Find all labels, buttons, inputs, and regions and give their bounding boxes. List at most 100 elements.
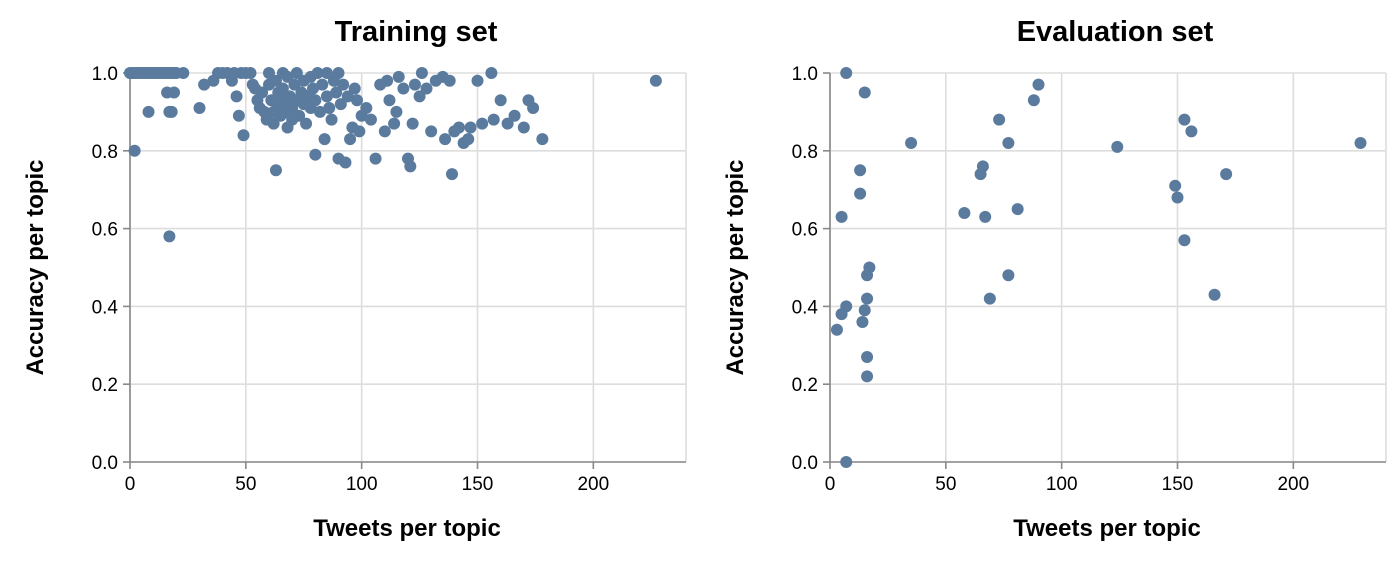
data-point [863,261,876,274]
y-tick-label: 1.0 [792,64,818,85]
data-point [462,133,475,146]
data-point [232,109,245,122]
data-point [508,109,521,122]
data-point [344,133,357,146]
y-axis-title: Accuracy per topic [722,159,749,375]
y-tick-label: 0.0 [92,453,118,474]
data-point [840,67,853,79]
data-point [840,300,853,313]
data-point [1171,191,1184,204]
data-point [958,207,971,220]
data-point [311,67,324,79]
data-point [856,315,869,328]
x-tick-label: 100 [1046,474,1078,495]
data-point [1032,78,1045,91]
x-tick-label: 50 [235,474,256,495]
data-point [413,90,426,103]
data-point [165,105,178,118]
data-point [244,67,257,79]
data-point [293,109,306,122]
data-point [983,292,996,305]
data-point [309,148,322,161]
data-point [300,117,313,130]
data-point [276,82,289,95]
y-tick-label: 0.4 [92,297,119,318]
data-point [360,102,373,115]
data-point [341,90,354,103]
data-point [861,370,874,383]
data-point [381,74,394,87]
y-tick-label: 0.8 [92,142,118,163]
data-point [348,82,361,95]
data-point [339,156,352,169]
data-point [854,164,867,177]
data-point [269,74,282,87]
data-point [476,117,489,130]
data-point [976,160,989,173]
data-point [316,78,329,91]
data-point [858,304,871,317]
data-point [835,210,848,223]
data-point [269,164,282,177]
data-point [369,152,382,165]
data-point [527,102,540,115]
data-point [325,113,338,126]
y-axis-title: Accuracy per topic [22,159,49,375]
data-point [1002,137,1015,150]
data-point [142,105,155,118]
y-tick-label: 0.2 [792,375,818,396]
y-tick-label: 1.0 [92,64,118,85]
chart-title: Evaluation set [1017,16,1214,48]
data-point [318,133,331,146]
data-point [858,86,871,99]
data-point [1011,203,1024,216]
data-point [905,137,918,150]
data-point [309,94,322,107]
data-point [288,78,301,91]
data-point [464,121,477,134]
data-point [334,98,347,111]
x-axis-title: Tweets per topic [1013,515,1201,542]
data-point [517,121,530,134]
data-point [1208,288,1221,301]
data-point [332,67,345,79]
data-point [420,82,433,95]
x-tick-label: 150 [462,474,494,495]
data-point [1178,113,1191,126]
data-point [313,105,326,118]
data-point [390,105,403,118]
data-point [1002,269,1015,282]
data-point [1354,137,1367,150]
data-point [830,323,843,336]
data-point [323,102,336,115]
data-point [267,117,280,130]
x-tick-label: 200 [1277,474,1309,495]
data-point [861,292,874,305]
data-point [351,94,364,107]
data-point [256,86,269,99]
data-point [230,90,243,103]
data-point [163,230,176,243]
data-point [979,210,992,223]
x-tick-label: 200 [577,474,609,495]
gridlines [129,72,687,463]
data-point [388,117,401,130]
gridlines [829,72,1387,463]
y-tick-label: 0.4 [792,297,819,318]
data-point [487,113,500,126]
data-point [353,125,366,138]
data-point [307,82,320,95]
y-tick-label: 0.6 [92,220,118,241]
data-point [281,70,294,83]
data-point [177,67,190,79]
data-point [408,78,421,91]
data-point [406,117,419,130]
x-tick-label: 150 [1162,474,1194,495]
data-point [439,133,452,146]
data-point [1185,125,1198,138]
data-point [330,86,343,99]
data-point [861,350,874,363]
data-point [320,67,333,79]
data-point [128,144,141,157]
